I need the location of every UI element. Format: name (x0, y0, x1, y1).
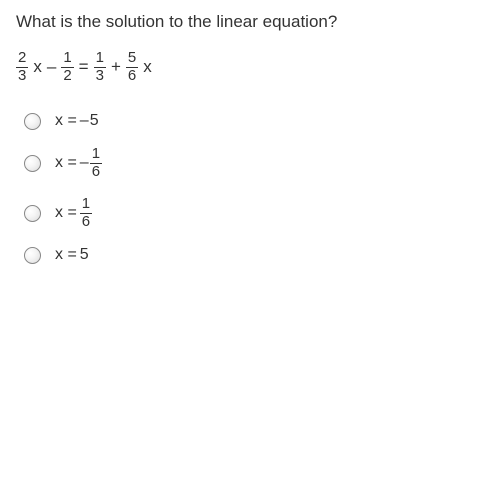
option-fraction: 1 6 (90, 146, 102, 180)
option-value: 5 (90, 112, 99, 130)
numerator: 1 (94, 50, 106, 67)
answer-options: x = –5 x = – 1 6 x = 1 6 x = 5 (16, 112, 484, 264)
plus-operator: + (111, 57, 121, 77)
answer-option[interactable]: x = 1 6 (24, 196, 484, 230)
option-text: x = –5 (55, 112, 99, 130)
answer-option[interactable]: x = 5 (24, 246, 484, 264)
radio-icon[interactable] (24, 247, 41, 264)
numerator: 1 (80, 196, 92, 213)
numerator: 1 (90, 146, 102, 163)
question-text: What is the solution to the linear equat… (16, 12, 484, 32)
numerator: 1 (61, 50, 73, 67)
negative-sign: – (80, 154, 89, 172)
option-value: 5 (80, 246, 89, 264)
answer-option[interactable]: x = – 1 6 (24, 146, 484, 180)
variable-x: x (33, 57, 42, 77)
radio-icon[interactable] (24, 113, 41, 130)
fraction-term-1: 2 3 (16, 50, 28, 84)
equals-operator: = (79, 57, 89, 77)
variable-x: x (143, 57, 152, 77)
option-text: x = 5 (55, 246, 89, 264)
numerator: 2 (16, 50, 28, 67)
option-prefix: x = (55, 246, 77, 264)
denominator: 3 (16, 67, 28, 85)
denominator: 3 (94, 67, 106, 85)
denominator: 2 (61, 67, 73, 85)
radio-icon[interactable] (24, 155, 41, 172)
minus-operator: – (47, 57, 56, 77)
denominator: 6 (90, 163, 102, 181)
option-text: x = 1 6 (55, 196, 92, 230)
option-text: x = – 1 6 (55, 146, 102, 180)
option-prefix: x = (55, 112, 77, 130)
fraction-term-4: 5 6 (126, 50, 138, 84)
option-prefix: x = (55, 154, 77, 172)
denominator: 6 (126, 67, 138, 85)
radio-icon[interactable] (24, 205, 41, 222)
option-prefix: x = (55, 204, 77, 222)
fraction-term-2: 1 2 (61, 50, 73, 84)
negative-sign: – (80, 112, 89, 130)
option-fraction: 1 6 (80, 196, 92, 230)
numerator: 5 (126, 50, 138, 67)
equation: 2 3 x – 1 2 = 1 3 + 5 6 x (16, 50, 484, 84)
fraction-term-3: 1 3 (94, 50, 106, 84)
denominator: 6 (80, 213, 92, 231)
answer-option[interactable]: x = –5 (24, 112, 484, 130)
